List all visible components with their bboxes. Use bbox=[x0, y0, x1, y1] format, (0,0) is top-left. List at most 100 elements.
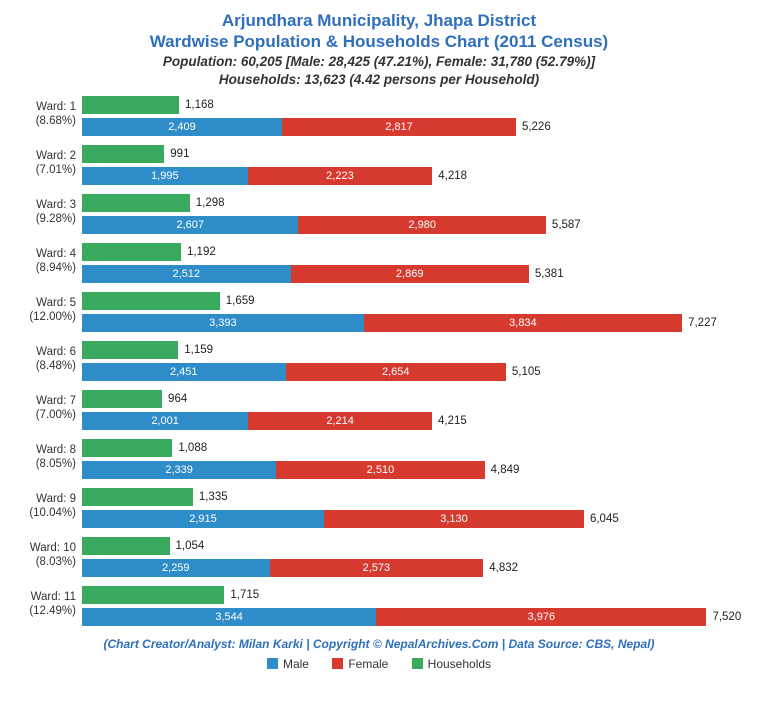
households-bar bbox=[82, 341, 178, 359]
chart-legend: Male Female Households bbox=[10, 657, 748, 673]
male-bar-segment: 3,393 bbox=[82, 314, 364, 332]
chart-title-line1: Arjundhara Municipality, Jhapa District bbox=[10, 10, 748, 31]
households-value-label: 1,659 bbox=[226, 295, 255, 307]
ward-bars: 1,659 3,393 3,834 7,227 bbox=[82, 291, 748, 339]
ward-bars: 1,0882,3392,5104,849 bbox=[82, 438, 748, 486]
female-bar-segment: 2,214 bbox=[248, 412, 432, 430]
households-bar-row: 991 bbox=[82, 144, 748, 164]
ward-label: Ward: 7(7.00%) bbox=[10, 389, 82, 423]
male-bar-segment: 2,339 bbox=[82, 461, 276, 479]
ward-group: Ward: 6(8.48%)1,1592,4512,6545,105 bbox=[10, 340, 748, 388]
households-bar-row: 1,335 bbox=[82, 487, 748, 507]
chart-title-line2: Wardwise Population & Households Chart (… bbox=[10, 31, 748, 52]
male-bar-segment: 2,259 bbox=[82, 559, 270, 577]
households-value-label: 1,159 bbox=[184, 344, 213, 356]
households-bar bbox=[82, 145, 164, 163]
legend-swatch-male bbox=[267, 658, 278, 669]
ward-label: Ward: 6(8.48%) bbox=[10, 340, 82, 374]
households-bar bbox=[82, 488, 193, 506]
female-value-label: 2,510 bbox=[367, 464, 395, 476]
ward-number-label: Ward: 11 bbox=[10, 590, 76, 604]
female-bar-segment: 3,130 bbox=[324, 510, 584, 528]
population-bar-row: 2,9153,1306,045 bbox=[82, 509, 748, 529]
households-bar-row: 1,192 bbox=[82, 242, 748, 262]
legend-label-male: Male bbox=[283, 657, 309, 671]
wards-area: Ward: 1(8.68%) 1,168 2,409 2,817 5,226 Ward: … bbox=[10, 95, 748, 633]
population-bar-row: 2,3392,5104,849 bbox=[82, 460, 748, 480]
ward-number-label: Ward: 10 bbox=[10, 541, 76, 555]
male-bar-segment: 2,451 bbox=[82, 363, 286, 381]
female-bar-segment: 2,654 bbox=[286, 363, 506, 381]
ward-group: Ward: 11(12.49%)1,7153,5443,9767,520 bbox=[10, 585, 748, 633]
male-value-label: 2,451 bbox=[170, 366, 198, 378]
households-value-label: 1,168 bbox=[185, 99, 214, 111]
ward-number-label: Ward: 4 bbox=[10, 247, 76, 261]
female-value-label: 3,834 bbox=[509, 317, 537, 329]
total-value-label: 4,215 bbox=[438, 415, 467, 427]
female-value-label: 2,980 bbox=[408, 219, 436, 231]
ward-number-label: Ward: 9 bbox=[10, 492, 76, 506]
population-bar-stack: 1,9952,223 bbox=[82, 166, 432, 186]
ward-percent-label: (8.48%) bbox=[10, 359, 76, 373]
households-value-label: 1,054 bbox=[176, 540, 205, 552]
ward-label: Ward: 1(8.68%) bbox=[10, 95, 82, 129]
legend-item-male: Male bbox=[267, 657, 309, 671]
male-bar-segment: 3,544 bbox=[82, 608, 376, 626]
population-bar-row: 2,4512,6545,105 bbox=[82, 362, 748, 382]
ward-group: Ward: 2(7.01%)9911,9952,2234,218 bbox=[10, 144, 748, 192]
households-bar-row: 1,659 bbox=[82, 291, 748, 311]
households-bar bbox=[82, 243, 181, 261]
ward-percent-label: (7.01%) bbox=[10, 163, 76, 177]
total-value-label: 5,587 bbox=[552, 219, 581, 231]
population-bar-stack: 3,544 3,976 bbox=[82, 607, 706, 627]
ward-group: Ward: 9(10.04%)1,3352,9153,1306,045 bbox=[10, 487, 748, 535]
population-bar-stack: 2,6072,980 bbox=[82, 215, 546, 235]
households-bar-row: 964 bbox=[82, 389, 748, 409]
households-bar bbox=[82, 537, 170, 555]
ward-percent-label: (8.05%) bbox=[10, 457, 76, 471]
households-value-label: 964 bbox=[168, 393, 187, 405]
male-bar-segment: 2,512 bbox=[82, 265, 291, 283]
ward-bars: 1,7153,5443,9767,520 bbox=[82, 585, 748, 633]
male-value-label: 2,915 bbox=[189, 513, 217, 525]
ward-number-label: Ward: 5 bbox=[10, 296, 76, 310]
population-bar-stack: 2,451 2,654 bbox=[82, 362, 506, 382]
population-bar-row: 2,5122,8695,381 bbox=[82, 264, 748, 284]
male-value-label: 2,339 bbox=[165, 464, 193, 476]
ward-percent-label: (8.68%) bbox=[10, 114, 76, 128]
female-bar-segment: 2,510 bbox=[276, 461, 484, 479]
households-bar bbox=[82, 194, 190, 212]
ward-label: Ward: 10(8.03%) bbox=[10, 536, 82, 570]
ward-bars: 1,3352,9153,1306,045 bbox=[82, 487, 748, 535]
ward-group: Ward: 4(8.94%)1,1922,5122,8695,381 bbox=[10, 242, 748, 290]
legend-swatch-female bbox=[332, 658, 343, 669]
households-value-label: 1,192 bbox=[187, 246, 216, 258]
male-value-label: 3,544 bbox=[215, 611, 243, 623]
ward-group: Ward: 3(9.28%)1,2982,6072,9805,587 bbox=[10, 193, 748, 241]
female-value-label: 2,817 bbox=[385, 121, 413, 133]
chart-subtitle-line1: Population: 60,205 [Male: 28,425 (47.21%… bbox=[10, 53, 748, 71]
ward-group: Ward: 7(7.00%) 964 2,001 2,214 4,215 bbox=[10, 389, 748, 437]
legend-item-female: Female bbox=[332, 657, 388, 671]
female-bar-segment: 2,869 bbox=[291, 265, 529, 283]
total-value-label: 5,226 bbox=[522, 121, 551, 133]
ward-label: Ward: 8(8.05%) bbox=[10, 438, 82, 472]
title-block: Arjundhara Municipality, Jhapa District … bbox=[10, 10, 748, 89]
chart-subtitle-line2: Households: 13,623 (4.42 persons per Hou… bbox=[10, 71, 748, 89]
population-bar-stack: 2,5122,869 bbox=[82, 264, 529, 284]
population-bar-stack: 2,339 2,510 bbox=[82, 460, 485, 480]
male-value-label: 1,995 bbox=[151, 170, 179, 182]
population-bar-stack: 2,915 3,130 bbox=[82, 509, 584, 529]
male-bar-segment: 2,409 bbox=[82, 118, 282, 136]
total-value-label: 7,227 bbox=[688, 317, 717, 329]
total-value-label: 4,218 bbox=[438, 170, 467, 182]
ward-percent-label: (8.03%) bbox=[10, 555, 76, 569]
ward-percent-label: (9.28%) bbox=[10, 212, 76, 226]
households-bar-row: 1,054 bbox=[82, 536, 748, 556]
female-value-label: 2,573 bbox=[363, 562, 391, 574]
ward-percent-label: (12.49%) bbox=[10, 604, 76, 618]
ward-bars: 9911,9952,223 4,218 bbox=[82, 144, 748, 192]
female-bar-segment: 3,976 bbox=[376, 608, 706, 626]
male-value-label: 2,409 bbox=[168, 121, 196, 133]
male-value-label: 2,001 bbox=[151, 415, 179, 427]
